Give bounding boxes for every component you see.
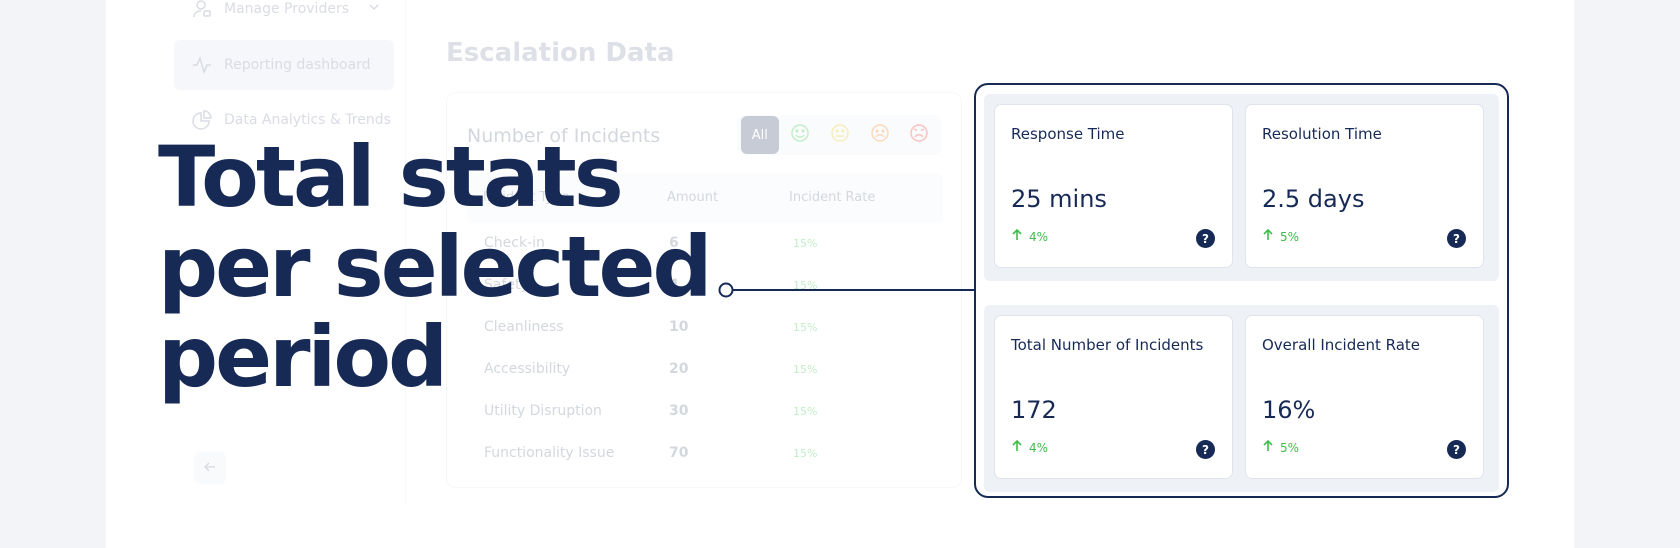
column-header-amount: Amount (667, 190, 719, 205)
stat-card-response-time: Response Time 25 mins 4% ? (994, 104, 1233, 268)
pie-chart-icon (192, 110, 212, 130)
arrow-up-icon (1011, 228, 1023, 244)
sidebar: Manage Providers Reporting dashboard Dat… (106, 0, 406, 505)
stat-label: Total Number of Incidents (1011, 336, 1204, 354)
filter-angry-button[interactable] (901, 117, 937, 153)
stat-card-resolution-time: Resolution Time 2.5 days 5% ? (1245, 104, 1484, 268)
sidebar-item-label: Data Analytics & Trends (224, 112, 391, 128)
filter-sad-button[interactable] (862, 117, 898, 153)
sad-face-icon (870, 123, 890, 147)
page-title: Escalation Data (446, 38, 675, 68)
column-header-type: Incident Type (483, 190, 570, 205)
stats-group-incidents: Total Number of Incidents 172 4% ? Overa… (984, 305, 1499, 492)
arrow-up-icon (1262, 228, 1274, 244)
table-row[interactable]: Utility Disruption 30 15% (484, 403, 818, 419)
happy-face-icon (790, 123, 810, 147)
stats-group-time: Response Time 25 mins 4% ? Resolution Ti… (984, 94, 1499, 281)
stat-label: Response Time (1011, 125, 1125, 143)
arrow-left-icon (203, 459, 217, 478)
headline: Total stats per selected period (158, 132, 718, 402)
headline-line: Total stats (158, 128, 624, 226)
stat-value: 16% (1262, 396, 1316, 424)
sidebar-item-label: Reporting dashboard (224, 57, 371, 73)
stat-card-total-incidents: Total Number of Incidents 172 4% ? (994, 315, 1233, 479)
headline-line: per selected (158, 218, 713, 316)
headline-line: period (158, 308, 448, 406)
table-row[interactable]: Accessibility 20 15% (484, 361, 818, 377)
sidebar-item-reporting-dashboard[interactable]: Reporting dashboard (174, 40, 394, 90)
collapse-sidebar-button[interactable] (194, 452, 226, 484)
stat-change: 4% (1011, 439, 1048, 455)
incidents-card: Number of Incidents All (446, 92, 962, 488)
table-row[interactable]: Check-in 6 15% (484, 235, 818, 251)
column-header-rate: Incident Rate (789, 190, 876, 205)
neutral-face-icon (830, 123, 850, 147)
user-icon (192, 0, 212, 19)
stat-value: 172 (1011, 396, 1057, 424)
table-row[interactable]: Functionality Issue 70 15% (484, 445, 818, 461)
stat-change: 5% (1262, 228, 1299, 244)
stat-value: 2.5 days (1262, 185, 1365, 213)
help-icon[interactable]: ? (1196, 440, 1215, 459)
stats-panel: Response Time 25 mins 4% ? Resolution Ti… (974, 83, 1509, 498)
sidebar-item-data-analytics[interactable]: Data Analytics & Trends (174, 95, 394, 145)
filter-all-button[interactable]: All (741, 116, 779, 154)
help-icon[interactable]: ? (1447, 229, 1466, 248)
sidebar-item-label: Manage Providers (224, 1, 349, 17)
table-row[interactable]: Safety 4 15% (484, 277, 818, 293)
incidents-title: Number of Incidents (467, 125, 661, 147)
stat-value: 25 mins (1011, 185, 1107, 213)
help-icon[interactable]: ? (1196, 229, 1215, 248)
incidents-table-header: Incident Type Amount Incident Rate (467, 173, 943, 223)
filter-neutral-button[interactable] (822, 117, 858, 153)
arrow-up-icon (1011, 439, 1023, 455)
table-row[interactable]: Cleanliness 10 15% (484, 319, 818, 335)
connector-dot (718, 282, 734, 298)
stat-label: Resolution Time (1262, 125, 1382, 143)
sentiment-filter: All (737, 115, 941, 155)
filter-happy-button[interactable] (783, 117, 819, 153)
angry-face-icon (909, 123, 929, 147)
help-icon[interactable]: ? (1447, 440, 1466, 459)
stat-change: 4% (1011, 228, 1048, 244)
stat-change: 5% (1262, 439, 1299, 455)
activity-icon (192, 55, 212, 75)
sidebar-item-manage-providers[interactable]: Manage Providers (174, 0, 394, 34)
arrow-up-icon (1262, 439, 1274, 455)
stat-label: Overall Incident Rate (1262, 336, 1421, 354)
stat-card-incident-rate: Overall Incident Rate 16% 5% ? (1245, 315, 1484, 479)
chevron-down-icon (368, 1, 380, 17)
